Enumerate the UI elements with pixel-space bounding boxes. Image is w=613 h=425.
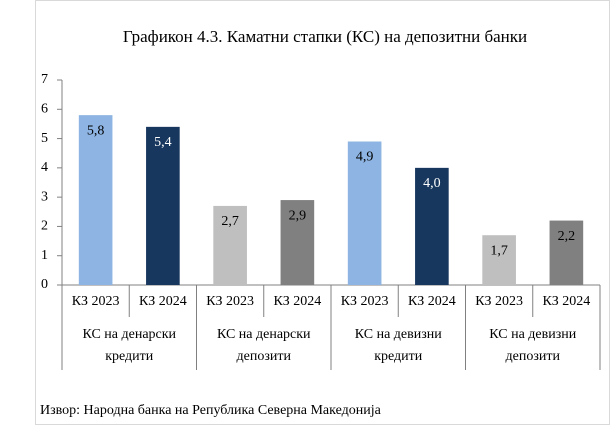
group-label: КС на девизни bbox=[355, 327, 442, 342]
y-tick-label: 7 bbox=[41, 72, 48, 87]
group-label: кредити bbox=[374, 349, 423, 364]
group-label: депозити bbox=[237, 349, 292, 364]
group-label: депозити bbox=[506, 349, 561, 364]
x-tick-label: КЗ 2023 bbox=[206, 294, 254, 309]
group-label: кредити bbox=[105, 349, 154, 364]
y-tick-label: 2 bbox=[41, 219, 48, 234]
x-tick-label: КЗ 2024 bbox=[139, 294, 187, 309]
bar bbox=[549, 220, 584, 285]
x-tick-label: КЗ 2023 bbox=[341, 294, 389, 309]
bar bbox=[146, 126, 180, 285]
chart-title: Графикон 4.3. Каматни стапки (КС) на деп… bbox=[122, 27, 528, 46]
bar bbox=[482, 235, 516, 285]
value-label: 4,0 bbox=[423, 176, 441, 191]
bar bbox=[213, 205, 247, 285]
y-tick-label: 1 bbox=[41, 248, 48, 263]
x-tick-label: КЗ 2024 bbox=[542, 294, 590, 309]
value-label: 2,7 bbox=[221, 214, 239, 229]
group-label: КС на денарски bbox=[217, 327, 311, 342]
x-tick-label: КЗ 2023 bbox=[475, 294, 523, 309]
value-label: 4,9 bbox=[356, 150, 374, 165]
value-label: 5,8 bbox=[87, 123, 105, 138]
x-tick-label: КЗ 2024 bbox=[408, 294, 456, 309]
value-label: 5,4 bbox=[154, 135, 172, 150]
bar bbox=[347, 141, 382, 285]
bar bbox=[78, 115, 113, 286]
value-label: 2,2 bbox=[558, 229, 576, 244]
bar bbox=[280, 200, 315, 285]
y-tick-label: 5 bbox=[41, 131, 48, 146]
y-tick-label: 4 bbox=[41, 160, 48, 175]
source-note: Извор: Народна банка на Република Северн… bbox=[40, 403, 382, 418]
bar bbox=[415, 167, 449, 285]
y-tick-label: 6 bbox=[41, 102, 48, 117]
value-label: 2,9 bbox=[289, 208, 307, 223]
x-tick-label: КЗ 2023 bbox=[72, 294, 120, 309]
x-tick-label: КЗ 2024 bbox=[273, 294, 321, 309]
y-tick-label: 0 bbox=[41, 277, 48, 292]
group-label: КС на денарски bbox=[82, 327, 176, 342]
value-label: 1,7 bbox=[490, 243, 508, 258]
y-tick-label: 3 bbox=[41, 189, 48, 204]
group-label: КС на девизни bbox=[489, 327, 576, 342]
